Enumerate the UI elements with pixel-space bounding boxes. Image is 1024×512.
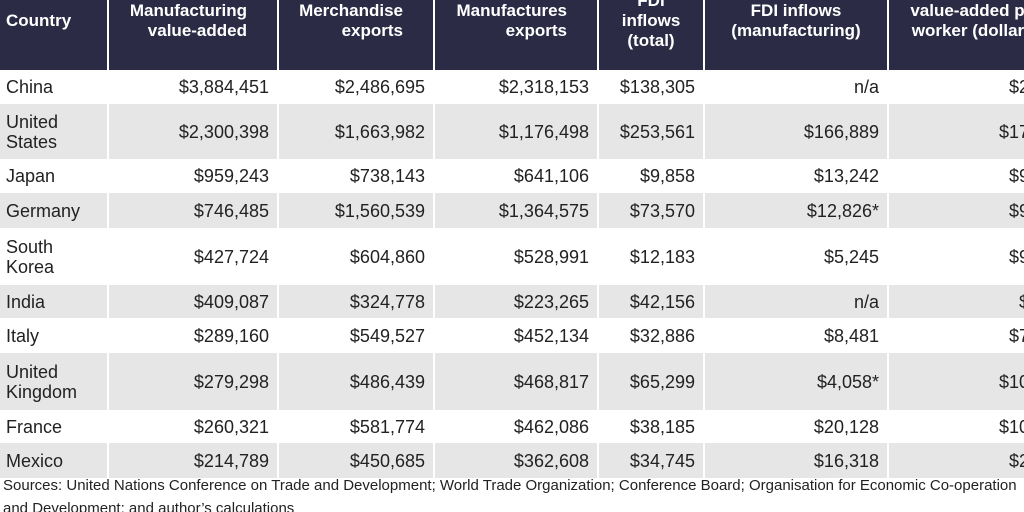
value-cell: $20,128 bbox=[704, 410, 889, 443]
header-text: Merchandise exports bbox=[299, 1, 403, 40]
value-cell: $9,858 bbox=[598, 159, 705, 193]
value-cell: $65,299 bbox=[598, 353, 705, 410]
table-row: India $409,087 $324,778 $223,265 $42,156 n/a $… bbox=[0, 285, 1024, 318]
value-cell: $12,826* bbox=[704, 193, 889, 228]
value-cell: $362,608 bbox=[434, 443, 599, 478]
column-header: FDI inflows (total) bbox=[598, 0, 705, 70]
country-cell: Italy bbox=[0, 318, 109, 353]
value-cell: $96,6 bbox=[888, 193, 1024, 228]
value-cell: $641,106 bbox=[434, 159, 599, 193]
column-header: Merchandise exports bbox=[278, 0, 435, 70]
source-note: Sources: United Nations Conference on Tr… bbox=[3, 477, 1017, 512]
value-cell: $38,185 bbox=[598, 410, 705, 443]
value-cell: $32,886 bbox=[598, 318, 705, 353]
value-cell: $2,318,153 bbox=[434, 70, 599, 104]
table-row: Japan $959,243 $738,143 $641,106 $9,858 $13,2… bbox=[0, 159, 1024, 193]
country-cell: United States bbox=[0, 104, 109, 159]
value-cell: $1,364,575 bbox=[434, 193, 599, 228]
value-cell: $409,087 bbox=[108, 285, 279, 318]
table-row: Italy $289,160 $549,527 $452,134 $32,886 $8,4… bbox=[0, 318, 1024, 353]
value-cell: $16,318 bbox=[704, 443, 889, 478]
value-cell: $34,745 bbox=[598, 443, 705, 478]
value-cell: $427,724 bbox=[108, 228, 279, 285]
column-header: FDI inflows (manufacturing) bbox=[704, 0, 889, 70]
value-cell: $746,485 bbox=[108, 193, 279, 228]
value-cell: $260,321 bbox=[108, 410, 279, 443]
value-cell: n/a bbox=[704, 70, 889, 104]
header-text: FDI inflows (total) bbox=[621, 0, 681, 50]
value-cell: $166,889 bbox=[704, 104, 889, 159]
value-cell: $94,8 bbox=[888, 228, 1024, 285]
column-header: Country bbox=[0, 0, 109, 70]
country-cell: South Korea bbox=[0, 228, 109, 285]
value-cell: $223,265 bbox=[434, 285, 599, 318]
value-cell: $2,486,695 bbox=[278, 70, 435, 104]
value-cell: $253,561 bbox=[598, 104, 705, 159]
value-cell: $549,527 bbox=[278, 318, 435, 353]
value-cell: $100,9 bbox=[888, 410, 1024, 443]
table-row: Mexico $214,789 $450,685 $362,608 $34,745 $16… bbox=[0, 443, 1024, 478]
country-cell: France bbox=[0, 410, 109, 443]
value-cell: $138,305 bbox=[598, 70, 705, 104]
value-cell: $3,884,451 bbox=[108, 70, 279, 104]
value-cell: $8,481 bbox=[704, 318, 889, 353]
country-cell: China bbox=[0, 70, 109, 104]
header-row: Country Manufacturing value-added Merchand… bbox=[0, 0, 1024, 70]
value-cell: $29,9 bbox=[888, 443, 1024, 478]
value-cell: $1,176,498 bbox=[434, 104, 599, 159]
column-header: value-added per worker (dollars) bbox=[888, 0, 1024, 70]
country-cell: United Kingdom bbox=[0, 353, 109, 410]
value-cell: $29,1 bbox=[888, 70, 1024, 104]
value-cell: $92,4 bbox=[888, 159, 1024, 193]
header-text: Manufacturing value-added bbox=[129, 1, 247, 40]
value-cell: $177,1 bbox=[888, 104, 1024, 159]
country-cell: India bbox=[0, 285, 109, 318]
value-cell: $214,789 bbox=[108, 443, 279, 478]
value-cell: $1,663,982 bbox=[278, 104, 435, 159]
value-cell: $4,058* bbox=[704, 353, 889, 410]
table-row: United States $2,300,398 $1,663,982 $1,176,… bbox=[0, 104, 1024, 159]
data-table: Country Manufacturing value-added Merchand… bbox=[0, 0, 1024, 478]
value-cell: $324,778 bbox=[278, 285, 435, 318]
value-cell: $13,242 bbox=[704, 159, 889, 193]
table-row: United Kingdom $279,298 $486,439 $468,817 $6… bbox=[0, 353, 1024, 410]
table-row: France $260,321 $581,774 $462,086 $38,185 $20… bbox=[0, 410, 1024, 443]
value-cell: $462,086 bbox=[434, 410, 599, 443]
header-text: Country bbox=[6, 11, 72, 30]
column-header: Manufacturing value-added bbox=[108, 0, 279, 70]
value-cell: $959,243 bbox=[108, 159, 279, 193]
value-cell: $468,817 bbox=[434, 353, 599, 410]
value-cell: $7,1 bbox=[888, 285, 1024, 318]
value-cell: $279,298 bbox=[108, 353, 279, 410]
column-header: Manufactures exports bbox=[434, 0, 599, 70]
value-cell: $73,570 bbox=[598, 193, 705, 228]
value-cell: $604,860 bbox=[278, 228, 435, 285]
value-cell: $73,2 bbox=[888, 318, 1024, 353]
value-cell: $738,143 bbox=[278, 159, 435, 193]
value-cell: $5,245 bbox=[704, 228, 889, 285]
value-cell: $581,774 bbox=[278, 410, 435, 443]
country-cell: Mexico bbox=[0, 443, 109, 478]
value-cell: $486,439 bbox=[278, 353, 435, 410]
value-cell: $1,560,539 bbox=[278, 193, 435, 228]
value-cell: n/a bbox=[704, 285, 889, 318]
value-cell: $108,2 bbox=[888, 353, 1024, 410]
table-row: China $3,884,451 $2,486,695 $2,318,153 $138,… bbox=[0, 70, 1024, 104]
value-cell: $450,685 bbox=[278, 443, 435, 478]
table-body: China $3,884,451 $2,486,695 $2,318,153 $138,… bbox=[0, 70, 1024, 478]
value-cell: $12,183 bbox=[598, 228, 705, 285]
country-cell: Japan bbox=[0, 159, 109, 193]
table-row: South Korea $427,724 $604,860 $528,991 $12,1… bbox=[0, 228, 1024, 285]
header-text: FDI inflows (manufacturing) bbox=[731, 1, 861, 40]
header-text: value-added per worker (dollars) bbox=[910, 1, 1024, 40]
value-cell: $452,134 bbox=[434, 318, 599, 353]
country-cell: Germany bbox=[0, 193, 109, 228]
header-text: Manufactures exports bbox=[456, 1, 567, 40]
value-cell: $2,300,398 bbox=[108, 104, 279, 159]
table-row: Germany $746,485 $1,560,539 $1,364,575 $73,5… bbox=[0, 193, 1024, 228]
value-cell: $289,160 bbox=[108, 318, 279, 353]
value-cell: $42,156 bbox=[598, 285, 705, 318]
value-cell: $528,991 bbox=[434, 228, 599, 285]
